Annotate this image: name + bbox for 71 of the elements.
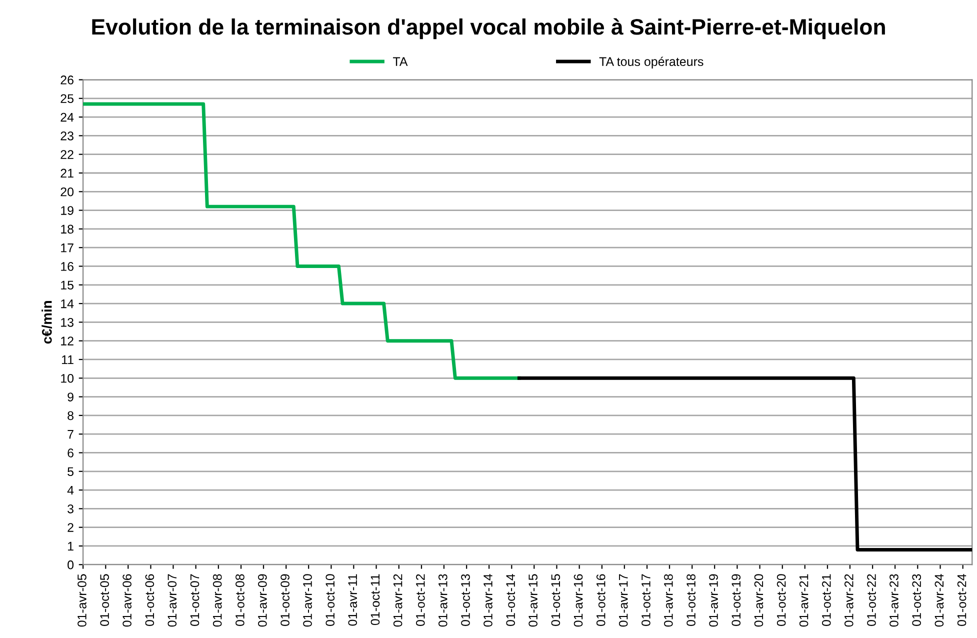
x-tick-label: 01-oct-15: [551, 574, 560, 626]
x-tick-label: 01-oct-20: [776, 574, 786, 626]
y-tick-label: 6: [68, 448, 74, 458]
y-tick-label: 15: [61, 280, 74, 290]
y-tick-label: 14: [61, 299, 74, 308]
x-tick-label: 01-oct-11: [370, 574, 380, 626]
x-tick-label: 01-oct-19: [732, 574, 741, 626]
y-tick-label: 18: [61, 224, 74, 234]
y-tick-label: 13: [61, 318, 74, 327]
x-tick-label: 01-oct-16: [596, 574, 606, 626]
x-tick-label: 01-oct-13: [461, 574, 470, 626]
chart-title: Evolution de la terminaison d'appel vocal mobile à Saint-Pierre-et-Miquelon: [92, 18, 885, 40]
y-tick-label: 22: [60, 150, 74, 159]
y-tick-label: 0: [68, 560, 74, 570]
y-tick-label: 5: [68, 467, 74, 476]
y-tick-label: 11: [62, 355, 74, 364]
x-tick-label: 01-avr-23: [890, 574, 898, 627]
y-tick-label: 12: [61, 336, 74, 346]
x-tick-label: 01-oct-17: [642, 574, 650, 626]
y-tick-label: 26: [60, 76, 74, 84]
x-tick-label: 01-avr-09: [258, 574, 267, 627]
y-tick-label: 17: [61, 244, 74, 252]
x-tick-label: 01-oct-09: [280, 574, 290, 626]
x-tick-label: 01-avr-17: [618, 574, 628, 627]
y-tick-label: 23: [60, 132, 74, 140]
y-tick-label: 10: [61, 374, 74, 383]
x-tick-label: 01-oct-08: [236, 574, 244, 626]
y-tick-label: 1: [68, 542, 74, 551]
x-tick-label: 01-oct-06: [145, 574, 154, 626]
x-tick-label: 01-avr-16: [574, 574, 583, 627]
x-tick-label: 01-oct-12: [416, 574, 425, 626]
y-tick-label: 3: [68, 504, 74, 514]
legend-label: TA tous opérateurs: [599, 56, 704, 68]
x-tick-label: 01-avr-13: [438, 574, 448, 627]
x-tick-label: 01-avr-08: [212, 574, 222, 627]
x-tick-label: 01-avr-11: [348, 574, 358, 626]
y-tick-label: 20: [60, 187, 74, 196]
x-tick-label: 01-oct-23: [912, 574, 921, 626]
x-tick-label: 01-oct-07: [190, 574, 200, 626]
x-tick-label: 01-oct-05: [100, 574, 110, 626]
x-tick-label: 01-avr-18: [664, 574, 673, 627]
y-tick-label: 24: [60, 112, 74, 122]
x-tick-label: 01-avr-12: [393, 574, 402, 627]
x-tick-label: 01-avr-19: [709, 574, 718, 627]
y-tick-label: 7: [68, 430, 74, 439]
x-tick-label: 01-oct-10: [326, 574, 335, 626]
y-tick-label: 21: [60, 168, 74, 178]
x-tick-label: 01-oct-14: [506, 574, 515, 626]
x-tick-label: 01-avr-14: [484, 574, 492, 627]
y-tick-label: 8: [68, 411, 74, 420]
x-tick-label: 01-oct-24: [957, 574, 966, 626]
x-tick-label: 01-avr-07: [168, 574, 177, 627]
x-tick-label: 01-avr-15: [528, 574, 538, 627]
x-tick-label: 01-avr-20: [754, 574, 764, 627]
y-tick-label: 16: [61, 262, 74, 271]
y-tick-label: 25: [60, 94, 74, 104]
y-tick-label: 2: [68, 523, 74, 532]
y-tick-label: 9: [68, 392, 74, 402]
x-tick-label: 01-oct-21: [822, 574, 831, 626]
x-tick-label: 01-oct-18: [686, 574, 696, 626]
x-tick-label: 01-avr-24: [934, 574, 944, 627]
x-tick-label: 01-avr-05: [78, 574, 86, 627]
x-tick-label: 01-avr-21: [799, 574, 808, 627]
x-tick-label: 01-oct-22: [867, 574, 876, 626]
x-tick-label: 01-avr-10: [303, 574, 312, 627]
y-tick-label: 19: [61, 206, 74, 215]
legend-label: TA: [392, 57, 408, 66]
x-tick-label: 01-avr-22: [844, 574, 854, 627]
y-axis-title: c€/min: [42, 301, 52, 344]
x-tick-label: 01-avr-06: [122, 574, 132, 627]
y-tick-label: 4: [67, 486, 74, 495]
